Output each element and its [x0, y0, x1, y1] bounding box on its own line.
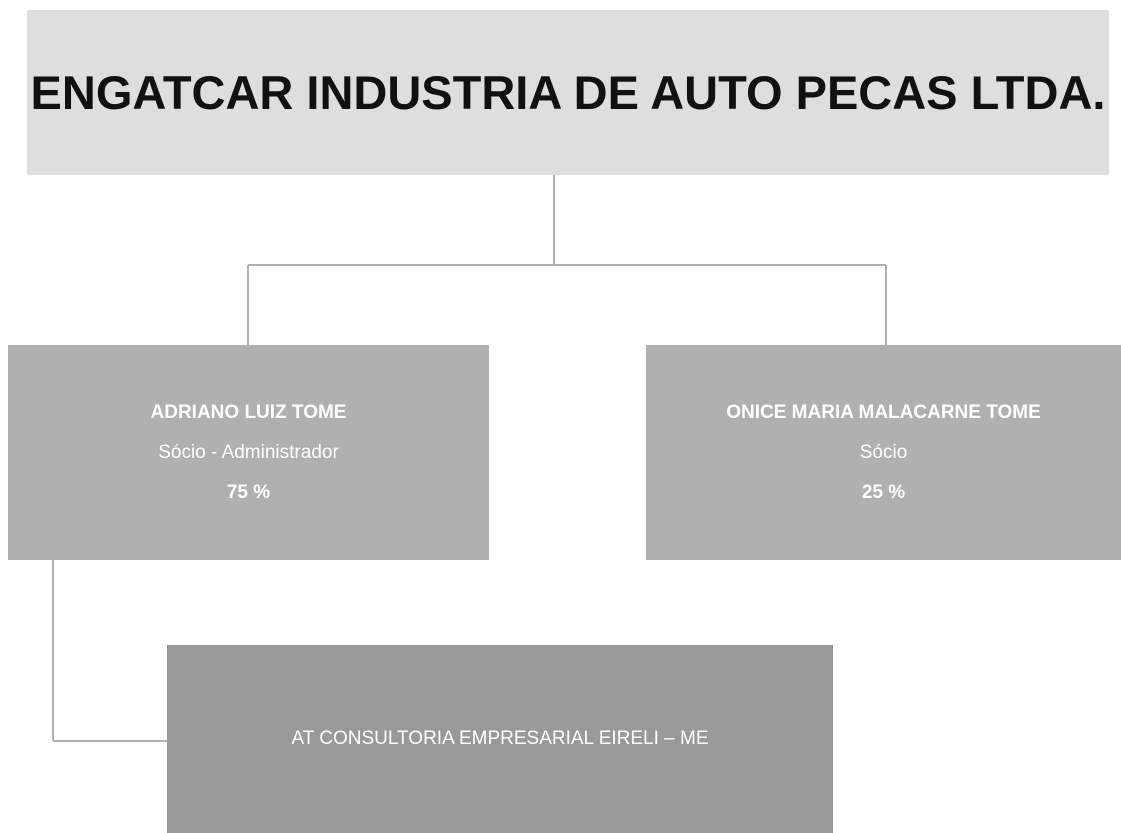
company-title: ENGATCAR INDUSTRIA DE AUTO PECAS LTDA.	[30, 65, 1106, 119]
partner-role: Sócio - Administrador	[158, 442, 339, 463]
partner-name: ADRIANO LUIZ TOME	[150, 402, 347, 423]
subsidiary-box: AT CONSULTORIA EMPRESARIAL EIRELI – ME	[167, 645, 833, 833]
partner-share: 25 %	[861, 482, 906, 503]
company-box: ENGATCAR INDUSTRIA DE AUTO PECAS LTDA.	[27, 10, 1109, 175]
subsidiary-name: AT CONSULTORIA EMPRESARIAL EIRELI – ME	[291, 728, 709, 749]
partner-name: ONICE MARIA MALACARNE TOME	[726, 402, 1041, 423]
partner-box: ADRIANO LUIZ TOME Sócio - Administrador …	[8, 345, 489, 560]
partner-box: ONICE MARIA MALACARNE TOME Sócio 25 %	[646, 345, 1121, 560]
partner-share: 75 %	[226, 482, 271, 503]
partner-role: Sócio	[859, 442, 908, 463]
